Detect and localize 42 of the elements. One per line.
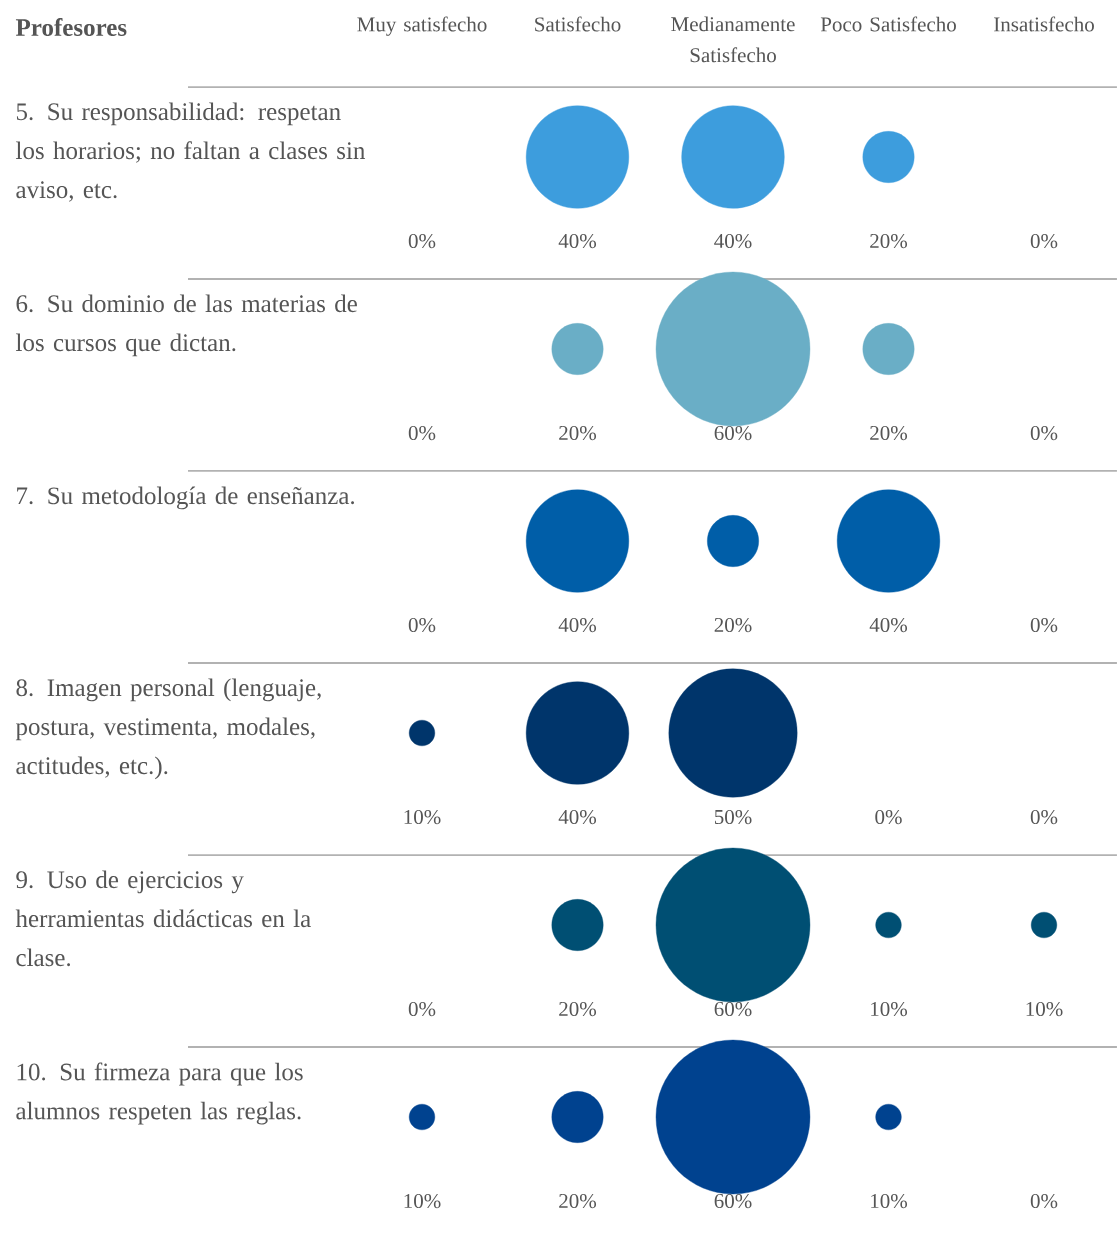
data-label: 0% (408, 1001, 436, 1017)
data-label: 20% (870, 425, 908, 441)
category-label: Medianamente Satisfecho (671, 16, 795, 63)
data-label: 60% (714, 425, 752, 441)
data-label: 0% (1030, 1193, 1058, 1209)
data-label: 10% (871, 1001, 908, 1017)
data-label: 0% (1030, 617, 1058, 633)
text: 6. Su dominio de las materias de los cursos que dictan. (15, 294, 357, 357)
data-label: 40% (869, 617, 908, 633)
data-label: 20% (714, 617, 752, 633)
data-label: 50% (714, 809, 752, 825)
data-label: 0% (1030, 425, 1058, 441)
data-label: 10% (1026, 1001, 1063, 1017)
data-label: 40% (558, 233, 597, 249)
data-label: 60% (714, 1001, 752, 1017)
data-label: 0% (408, 425, 436, 441)
category-label: Poco Satisfecho (820, 16, 956, 32)
data-label: 40% (558, 809, 597, 825)
data-label: 20% (559, 1001, 597, 1017)
data-label: 10% (404, 809, 441, 825)
data-label: 0% (1030, 233, 1058, 249)
text: 5. Su responsabilidad: respetan los horarios; no faltan a clases sin aviso, etc. (15, 102, 366, 202)
data-label: 0% (875, 809, 902, 825)
category-label: Muy satisfecho (357, 16, 487, 36)
data-label: 0% (1030, 809, 1058, 825)
data-label: 20% (559, 425, 597, 441)
data-label: 20% (870, 233, 908, 249)
data-label: 0% (408, 617, 436, 633)
text: 9. Uso de ejercicios y herramientas didácticas en la clase. (15, 870, 311, 967)
data-label: 60% (714, 1193, 752, 1209)
text: 10. Su firmeza para que los alumnos respeten las reglas. (16, 1062, 303, 1125)
data-label: 0% (408, 233, 436, 249)
category-label: Insatisfecho (994, 16, 1094, 32)
text: 7. Su metodología de enseñanza. (17, 486, 355, 510)
category-label: Satisfecho (535, 16, 621, 32)
text: 8. Imagen personal (lenguaje, postura, vestimenta, modales, actitudes, etc.). (15, 678, 321, 780)
data-label: 20% (559, 1193, 597, 1209)
data-label: 10% (404, 1193, 441, 1209)
data-label: 40% (558, 617, 597, 633)
data-label: 40% (714, 233, 752, 249)
text: Profesores (15, 18, 127, 36)
data-label: 10% (871, 1193, 908, 1209)
